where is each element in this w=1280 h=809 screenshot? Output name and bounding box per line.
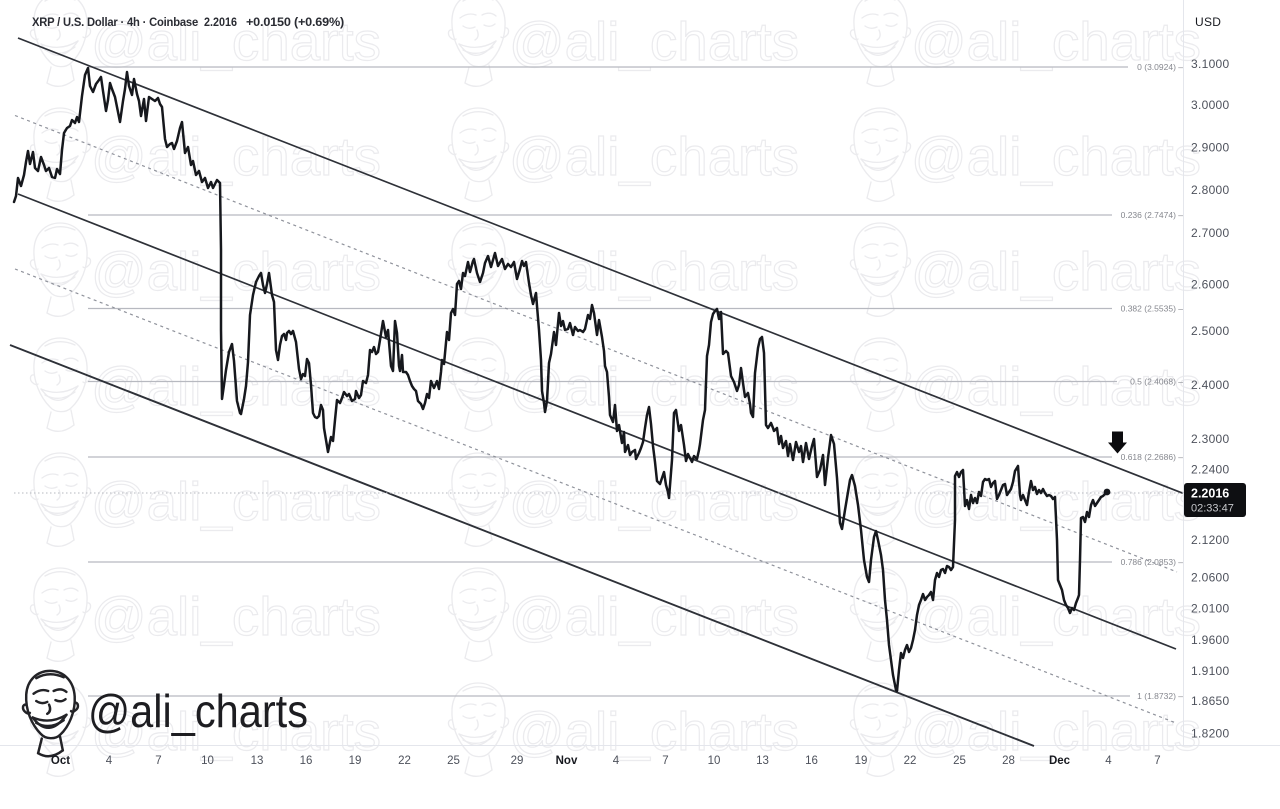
svg-text:@ali_charts: @ali_charts — [91, 127, 381, 187]
svg-text:Dec: Dec — [1049, 755, 1071, 767]
svg-text:@ali_charts: @ali_charts — [911, 12, 1201, 72]
svg-text:4: 4 — [613, 755, 620, 767]
svg-text:0.618 (2.2686) –: 0.618 (2.2686) – — [1121, 452, 1184, 462]
svg-text:@ali_charts: @ali_charts — [911, 357, 1201, 417]
svg-text:@ali_charts: @ali_charts — [509, 242, 799, 302]
svg-text:@ali_charts: @ali_charts — [911, 242, 1201, 302]
svg-text:16: 16 — [805, 755, 818, 767]
svg-text:2.7000: 2.7000 — [1191, 226, 1230, 240]
svg-text:1.9600: 1.9600 — [1191, 633, 1230, 647]
svg-text:@ali_charts: @ali_charts — [509, 587, 799, 647]
svg-text:7: 7 — [1154, 755, 1160, 767]
svg-text:02:33:47: 02:33:47 — [1191, 503, 1234, 515]
svg-text:2.2400: 2.2400 — [1191, 463, 1230, 477]
svg-text:Oct: Oct — [51, 755, 70, 767]
svg-text:0.382 (2.5535) –: 0.382 (2.5535) – — [1121, 304, 1184, 314]
svg-text:29: 29 — [511, 755, 524, 767]
svg-text:28: 28 — [1002, 755, 1015, 767]
svg-text:@ali_charts: @ali_charts — [88, 685, 308, 737]
svg-text:@ali_charts: @ali_charts — [911, 702, 1201, 762]
svg-text:@ali_charts: @ali_charts — [509, 472, 799, 532]
svg-text:@ali_charts: @ali_charts — [91, 242, 381, 302]
svg-text:7: 7 — [155, 755, 161, 767]
svg-text:19: 19 — [349, 755, 362, 767]
svg-text:+0.0150 (+0.69%): +0.0150 (+0.69%) — [246, 15, 344, 29]
svg-text:1 (1.8732) –: 1 (1.8732) – — [1137, 691, 1183, 701]
svg-text:25: 25 — [953, 755, 966, 767]
svg-text:0.786 (2.0853) –: 0.786 (2.0853) – — [1121, 557, 1184, 567]
svg-text:@ali_charts: @ali_charts — [91, 12, 381, 72]
svg-text:Nov: Nov — [556, 755, 578, 767]
svg-text:2.1200: 2.1200 — [1191, 533, 1230, 547]
svg-text:@ali_charts: @ali_charts — [91, 702, 381, 762]
svg-text:2.6000: 2.6000 — [1191, 278, 1230, 292]
svg-text:3.1000: 3.1000 — [1191, 57, 1230, 71]
svg-text:2.0100: 2.0100 — [1191, 602, 1230, 616]
svg-text:2.8000: 2.8000 — [1191, 183, 1230, 197]
svg-text:2.2016: 2.2016 — [1191, 487, 1229, 501]
svg-text:@ali_charts: @ali_charts — [911, 127, 1201, 187]
svg-text:@ali_charts: @ali_charts — [509, 127, 799, 187]
svg-text:1.8200: 1.8200 — [1191, 727, 1230, 741]
svg-text:2.4000: 2.4000 — [1191, 378, 1230, 392]
svg-text:1.9100: 1.9100 — [1191, 664, 1230, 678]
svg-text:4: 4 — [106, 755, 113, 767]
svg-text:13: 13 — [251, 755, 264, 767]
svg-text:22: 22 — [904, 755, 917, 767]
svg-text:4: 4 — [1105, 755, 1112, 767]
svg-text:16: 16 — [300, 755, 313, 767]
svg-text:3.0000: 3.0000 — [1191, 98, 1230, 112]
svg-text:XRP / U.S. Dollar · 4h · Coinb: XRP / U.S. Dollar · 4h · Coinbase — [32, 15, 198, 29]
svg-text:1.8650: 1.8650 — [1191, 694, 1230, 708]
svg-text:10: 10 — [708, 755, 721, 767]
svg-text:10: 10 — [201, 755, 214, 767]
svg-text:@ali_charts: @ali_charts — [91, 587, 381, 647]
svg-text:@ali_charts: @ali_charts — [509, 12, 799, 72]
svg-text:19: 19 — [855, 755, 868, 767]
svg-text:2.0600: 2.0600 — [1191, 571, 1230, 585]
svg-text:0.5 (2.4068) –: 0.5 (2.4068) – — [1130, 377, 1183, 387]
svg-text:2.2016: 2.2016 — [204, 15, 237, 29]
svg-text:7: 7 — [662, 755, 668, 767]
svg-text:25: 25 — [447, 755, 460, 767]
svg-text:13: 13 — [756, 755, 769, 767]
svg-text:@ali_charts: @ali_charts — [509, 702, 799, 762]
svg-text:22: 22 — [398, 755, 411, 767]
svg-text:USD: USD — [1195, 15, 1221, 29]
svg-text:2.5000: 2.5000 — [1191, 324, 1230, 338]
svg-text:@ali_charts: @ali_charts — [91, 472, 381, 532]
svg-text:0 (3.0924) –: 0 (3.0924) – — [1137, 62, 1183, 72]
svg-text:0.236 (2.7474) –: 0.236 (2.7474) – — [1121, 210, 1184, 220]
svg-text:@ali_charts: @ali_charts — [911, 587, 1201, 647]
svg-text:2.9000: 2.9000 — [1191, 141, 1230, 155]
svg-text:2.3000: 2.3000 — [1191, 432, 1230, 446]
